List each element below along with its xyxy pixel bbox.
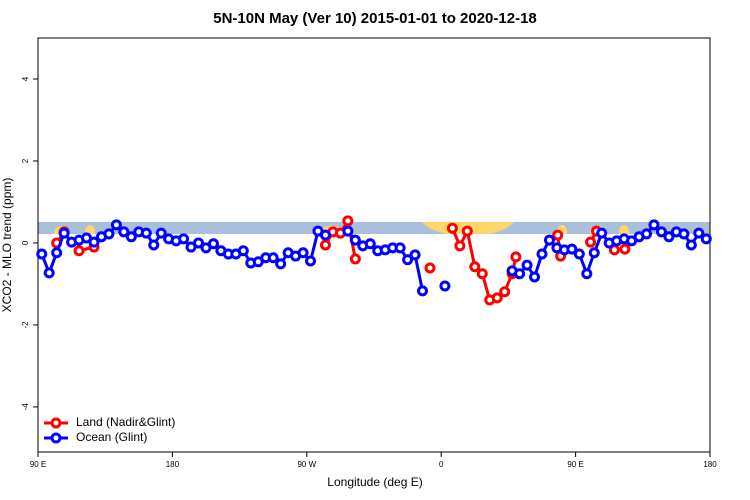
data-point (641, 228, 653, 240)
data-point (125, 231, 137, 243)
data-point (417, 285, 429, 297)
data-point (476, 268, 488, 280)
data-point (88, 236, 100, 248)
data-point (342, 225, 354, 237)
data-point (140, 227, 152, 239)
data-point (193, 237, 205, 249)
data-point (514, 268, 526, 280)
data-point (207, 238, 219, 250)
data-point (469, 261, 481, 273)
data-point (521, 259, 533, 271)
data-point (275, 258, 287, 270)
data-point (588, 247, 600, 259)
data-point (619, 243, 631, 255)
y-tick-label: -4 (21, 403, 30, 411)
data-point (267, 252, 279, 264)
data-point (43, 267, 55, 279)
data-point (510, 251, 522, 263)
chart-title: 5N-10N May (Ver 10) 2015-01-01 to 2020-1… (213, 10, 537, 27)
data-point (51, 247, 63, 259)
plot-frame (37, 37, 711, 453)
data-point (700, 233, 712, 245)
data-point (58, 227, 70, 239)
data-point (319, 239, 331, 251)
data-point (543, 234, 555, 246)
data-point (581, 268, 593, 280)
data-point (491, 292, 503, 304)
x-tick-label: 180 (703, 460, 717, 469)
data-point (439, 280, 451, 292)
data-point (552, 229, 564, 241)
legend-swatch-marker (50, 432, 62, 444)
data-point (349, 234, 361, 246)
x-axis-label: Longitude (deg E) (327, 475, 422, 489)
data-point (402, 254, 414, 266)
data-point (349, 253, 361, 265)
data-point (364, 238, 376, 250)
data-point (319, 229, 331, 241)
data-point (409, 249, 421, 261)
data-point (685, 239, 697, 251)
data-point (148, 239, 160, 251)
data-point (536, 248, 548, 260)
data-point (655, 226, 667, 238)
data-point (663, 231, 675, 243)
legend-swatch-marker (50, 417, 62, 429)
x-tick-label: 90 E (567, 460, 583, 469)
data-point (573, 248, 585, 260)
data-point (585, 236, 597, 248)
data-point (237, 245, 249, 257)
data-point (678, 228, 690, 240)
y-tick-label: 0 (21, 240, 30, 245)
data-point (297, 247, 309, 259)
x-tick-label: 180 (166, 460, 180, 469)
data-point (529, 271, 541, 283)
data-point (596, 227, 608, 239)
data-point (424, 262, 436, 274)
data-point (110, 219, 122, 231)
legend-label: Land (Nadir&Glint) (76, 415, 175, 429)
data-point (461, 225, 473, 237)
data-point (499, 286, 511, 298)
x-tick-label: 0 (439, 460, 444, 469)
data-point (36, 248, 48, 260)
legend-label: Ocean (Glint) (76, 430, 147, 444)
y-tick-label: 2 (21, 158, 30, 163)
y-tick-label: 4 (21, 76, 30, 81)
x-tick-label: 90 W (297, 460, 316, 469)
data-point (305, 255, 317, 267)
data-point (118, 226, 130, 238)
data-point (394, 242, 406, 254)
y-axis-label: XCO2 - MLO trend (ppm) (0, 178, 14, 313)
data-point (446, 222, 458, 234)
y-tick-label: -2 (21, 321, 30, 329)
x-tick-label: 90 E (30, 460, 46, 469)
data-point (342, 215, 354, 227)
data-point (566, 243, 578, 255)
data-point (648, 219, 660, 231)
data-point (454, 240, 466, 252)
data-point (693, 227, 705, 239)
data-point (155, 227, 167, 239)
data-point (73, 245, 85, 257)
data-point (178, 233, 190, 245)
data-point (103, 228, 115, 240)
